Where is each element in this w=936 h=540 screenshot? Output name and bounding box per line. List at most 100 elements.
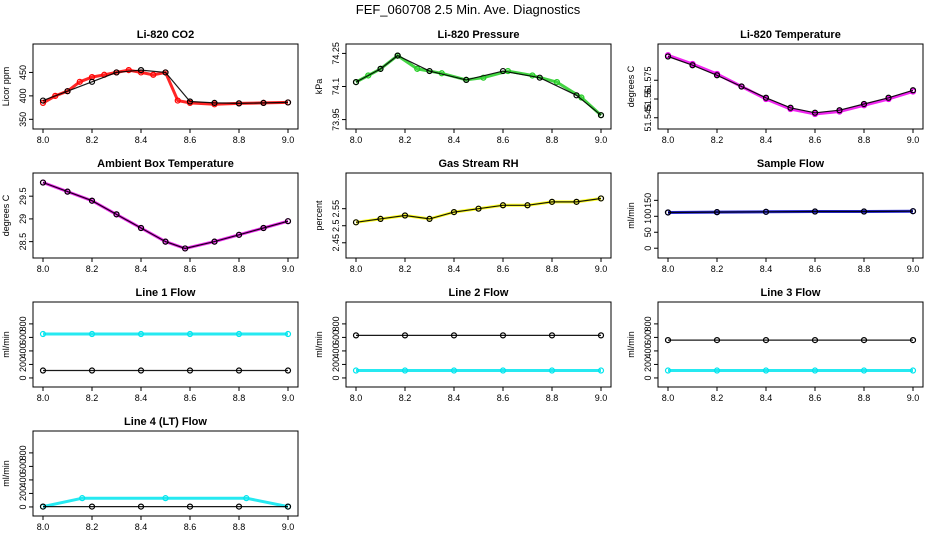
- data-point-average: [260, 224, 267, 232]
- data-point-average: [137, 503, 145, 510]
- panel-title: Li-820 CO2: [137, 29, 194, 41]
- data-point-average: [573, 198, 580, 205]
- x-tick-label: 9.0: [282, 264, 295, 274]
- data-point-average: [186, 503, 194, 510]
- data-point-average: [235, 100, 243, 107]
- plot-frame: [32, 430, 299, 517]
- y-tick-label: 400: [331, 343, 341, 358]
- data-point-raw: [499, 367, 507, 374]
- x-tick-label: 9.0: [907, 135, 920, 145]
- data-point-average: [860, 100, 868, 108]
- y-tick-label: 200: [18, 357, 28, 372]
- y-tick-label: 350: [18, 112, 28, 127]
- data-point-average: [811, 109, 819, 116]
- series-average: [39, 179, 292, 252]
- data-point-average: [88, 78, 96, 85]
- x-tick-label: 8.8: [546, 264, 559, 274]
- data-point-raw: [88, 330, 96, 338]
- y-tick-label: 74.1: [331, 78, 341, 96]
- x-tick-label: 8.6: [184, 135, 197, 145]
- x-tick-label: 8.4: [135, 522, 148, 532]
- data-point-average: [885, 94, 892, 101]
- data-point-raw: [235, 330, 243, 338]
- y-axis-label: ml/min: [626, 331, 636, 358]
- y-tick-label: 2.55: [331, 200, 341, 218]
- y-tick-label: 29.5: [18, 187, 28, 205]
- data-point-raw: [352, 367, 360, 374]
- x-tick-label: 8.2: [711, 135, 724, 145]
- x-tick-label: 8.2: [399, 393, 412, 403]
- data-point-average: [909, 208, 917, 215]
- y-tick-label: 800: [18, 445, 28, 460]
- series-average: [39, 66, 292, 107]
- x-tick-label: 8.8: [546, 135, 559, 145]
- panel-li-820-co2: Li-820 CO2 Licor ppm 350 400 450 8.0 8.2 8.4 8.6…: [1, 29, 299, 145]
- data-point-average: [713, 209, 721, 216]
- data-point-average: [162, 238, 169, 245]
- plot-frame: [657, 301, 924, 388]
- y-tick-label: 600: [331, 330, 341, 345]
- data-point-average: [64, 188, 71, 195]
- data-point-average: [573, 92, 580, 99]
- panel-title: Li-820 Pressure: [438, 29, 520, 41]
- data-point-average: [88, 503, 96, 510]
- data-point-average: [597, 195, 605, 202]
- data-point-average: [235, 231, 243, 238]
- panel-title: Line 1 Flow: [136, 287, 196, 299]
- data-point-average: [39, 503, 47, 510]
- x-tick-label: 8.6: [809, 393, 822, 403]
- data-point-raw: [52, 92, 59, 99]
- data-point-average: [88, 367, 96, 374]
- x-tick-label: 8.8: [233, 264, 246, 274]
- panel-title: Line 2 Flow: [449, 287, 509, 299]
- series-average: [352, 332, 605, 339]
- data-point-average: [860, 208, 868, 215]
- data-point-average: [64, 88, 71, 95]
- data-point-raw: [150, 71, 157, 78]
- data-point-average: [260, 99, 267, 107]
- data-point-average: [762, 208, 770, 215]
- x-tick-label: 8.8: [233, 393, 246, 403]
- data-point-average: [113, 69, 120, 76]
- figure-title: FEF_060708 2.5 Min. Ave. Diagnostics: [356, 2, 581, 17]
- data-point-average: [39, 179, 47, 186]
- data-point-raw: [548, 367, 556, 374]
- y-tick-label: 2.45: [331, 234, 341, 252]
- x-tick-label: 8.6: [497, 393, 510, 403]
- x-tick-label: 8.0: [350, 393, 363, 403]
- x-tick-label: 8.4: [448, 264, 461, 274]
- y-tick-label: 2.5: [331, 219, 341, 232]
- x-tick-label: 9.0: [282, 393, 295, 403]
- y-tick-label: 400: [18, 472, 28, 487]
- x-tick-label: 8.0: [37, 522, 50, 532]
- data-point-average: [762, 337, 770, 344]
- data-point-raw: [137, 330, 145, 338]
- data-point-average: [811, 337, 819, 344]
- data-point-average: [909, 337, 917, 344]
- y-axis-label: ml/min: [314, 331, 324, 358]
- y-axis-label: ml/min: [1, 331, 11, 358]
- plot-frame: [345, 172, 612, 259]
- panel-title: Li-820 Temperature: [740, 29, 841, 41]
- data-point-average: [909, 87, 917, 94]
- panel-title: Sample Flow: [757, 158, 825, 170]
- x-tick-label: 8.2: [86, 393, 99, 403]
- y-tick-label: 73.95: [331, 108, 341, 131]
- data-point-average: [499, 332, 507, 339]
- data-point-average: [137, 367, 145, 374]
- data-point-raw: [79, 495, 86, 502]
- series-average: [352, 52, 605, 119]
- x-tick-label: 8.4: [760, 393, 773, 403]
- x-tick-label: 8.0: [662, 393, 675, 403]
- x-tick-label: 8.0: [37, 393, 50, 403]
- data-point-average: [394, 52, 401, 59]
- data-point-average: [426, 67, 433, 75]
- series-average: [352, 195, 605, 226]
- data-point-average: [182, 245, 189, 252]
- data-point-raw: [39, 330, 47, 338]
- y-axis-label: ml/min: [1, 460, 11, 487]
- data-point-average: [811, 208, 819, 215]
